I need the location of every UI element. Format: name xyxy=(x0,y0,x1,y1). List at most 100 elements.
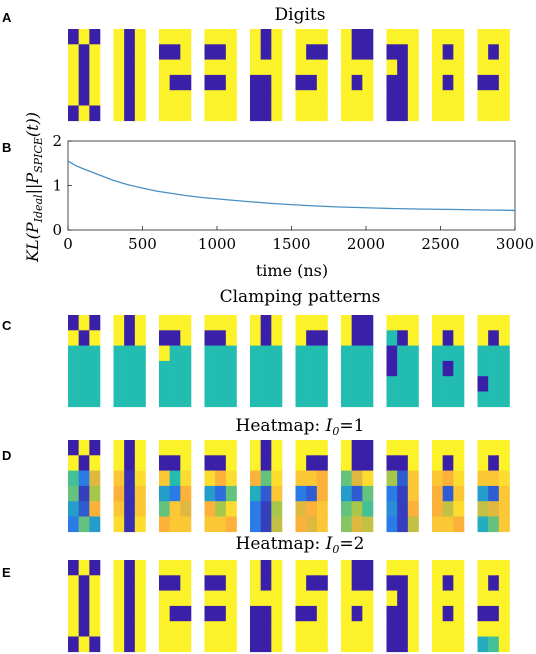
cell xyxy=(89,455,101,471)
cell xyxy=(341,575,352,591)
cell xyxy=(477,470,489,487)
cell xyxy=(89,74,101,91)
cell xyxy=(306,621,318,637)
cell xyxy=(260,330,272,346)
cell xyxy=(477,59,489,76)
cell xyxy=(407,315,419,331)
cell xyxy=(432,376,443,392)
cell xyxy=(498,376,510,392)
cell xyxy=(397,621,409,637)
cell xyxy=(362,516,374,533)
cell xyxy=(271,29,283,45)
cell xyxy=(159,105,170,122)
digit-9 xyxy=(477,440,510,533)
cell xyxy=(250,29,261,45)
cell xyxy=(113,560,125,576)
cell xyxy=(113,501,125,517)
cell xyxy=(159,376,170,392)
cell xyxy=(204,516,216,533)
cell xyxy=(225,605,237,622)
digit-1 xyxy=(113,29,146,122)
cell xyxy=(341,391,352,408)
cell xyxy=(180,376,192,392)
cell xyxy=(453,455,465,471)
cell xyxy=(386,470,398,487)
cell xyxy=(134,590,146,607)
cell xyxy=(442,621,454,637)
cell xyxy=(260,590,272,607)
cell xyxy=(488,376,500,392)
cell xyxy=(488,44,500,60)
kl-line-chart: 0 500 1000 1500 2000 2500 3000 0 1 2 time (ns) K… xyxy=(23,112,534,280)
cell xyxy=(498,29,510,45)
cell xyxy=(432,44,443,60)
cell xyxy=(341,455,352,471)
cell xyxy=(134,516,146,533)
cell xyxy=(498,74,510,91)
cell xyxy=(453,105,465,122)
cell xyxy=(407,330,419,346)
cell xyxy=(204,345,216,362)
digit-3 xyxy=(204,440,237,533)
cell xyxy=(215,440,227,456)
cell xyxy=(124,560,136,576)
cell xyxy=(432,315,443,331)
cell xyxy=(397,44,409,60)
digit-6 xyxy=(341,315,374,408)
cell xyxy=(442,360,454,377)
cell xyxy=(68,391,79,408)
cell xyxy=(498,440,510,456)
cell xyxy=(407,590,419,607)
cell xyxy=(124,105,136,122)
cell xyxy=(397,315,409,331)
cell xyxy=(351,470,363,487)
cell xyxy=(134,376,146,392)
cell xyxy=(407,636,419,653)
cell xyxy=(134,90,146,106)
cell xyxy=(215,330,227,346)
panel-title-e: Heatmap: I0=2 xyxy=(236,534,365,556)
cell xyxy=(362,391,374,408)
cell xyxy=(306,74,318,91)
cell xyxy=(215,560,227,576)
cell xyxy=(250,360,261,377)
cell xyxy=(295,29,307,45)
cell xyxy=(204,560,216,576)
cell xyxy=(432,360,443,377)
cell xyxy=(68,575,79,591)
cell xyxy=(68,636,79,653)
cell xyxy=(250,621,261,637)
cell xyxy=(68,440,79,456)
digits-grid xyxy=(68,29,510,122)
cell xyxy=(306,516,318,533)
cell xyxy=(442,345,454,362)
cell xyxy=(89,516,101,533)
cell xyxy=(397,575,409,591)
cell xyxy=(316,59,328,76)
cell xyxy=(271,575,283,591)
cell xyxy=(169,330,181,346)
cell xyxy=(260,501,272,517)
cell xyxy=(159,605,170,622)
cell xyxy=(250,455,261,471)
cell xyxy=(386,360,398,377)
cell xyxy=(488,590,500,607)
cell xyxy=(260,59,272,76)
cell xyxy=(169,59,181,76)
cell xyxy=(295,315,307,331)
cell xyxy=(78,501,90,517)
panel-letter-a: A xyxy=(2,10,12,25)
cell xyxy=(397,345,409,362)
cell xyxy=(407,560,419,576)
cell xyxy=(260,621,272,637)
cell xyxy=(124,315,136,331)
cell xyxy=(250,376,261,392)
cell xyxy=(386,440,398,456)
cell xyxy=(477,560,489,576)
cell xyxy=(341,621,352,637)
cell xyxy=(477,360,489,377)
cell xyxy=(124,605,136,622)
cell xyxy=(295,605,307,622)
cell xyxy=(250,470,261,487)
cell xyxy=(113,360,125,377)
